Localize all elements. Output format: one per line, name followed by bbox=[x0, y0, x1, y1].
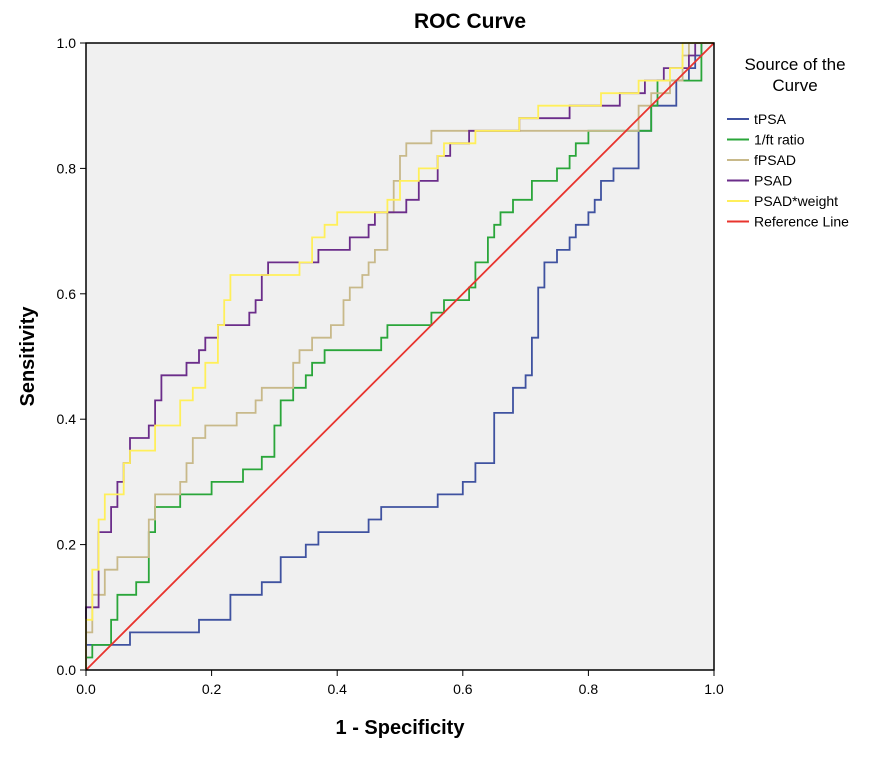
legend-label-psad-weight: PSAD*weight bbox=[754, 193, 838, 209]
plot-frame bbox=[85, 42, 715, 671]
x-axis-ticks: 0.0 0.2 0.4 0.6 0.8 1.0 bbox=[76, 670, 724, 697]
y-tick-label: 0.4 bbox=[57, 411, 77, 427]
y-axis-label: Sensitivity bbox=[17, 306, 39, 407]
y-tick-label: 0.6 bbox=[57, 286, 77, 302]
series-layer bbox=[85, 42, 715, 671]
legend-label-1-ft-ratio: 1/ft ratio bbox=[754, 132, 805, 148]
series-line-psad-weight bbox=[85, 42, 714, 670]
x-tick-label: 0.0 bbox=[76, 681, 96, 697]
y-tick-label: 0.8 bbox=[57, 160, 77, 176]
x-tick-label: 1.0 bbox=[704, 681, 724, 697]
chart-title: ROC Curve bbox=[414, 10, 526, 33]
legend-label-reference-line: Reference Line bbox=[754, 214, 849, 230]
x-tick-label: 0.8 bbox=[579, 681, 599, 697]
y-tick-label: 0.2 bbox=[57, 537, 77, 553]
x-tick-label: 0.6 bbox=[453, 681, 473, 697]
legend-title-line-1: Source of the bbox=[744, 55, 845, 74]
legend-label-tpsa: tPSA bbox=[754, 111, 787, 127]
legend-label-fpsad: fPSAD bbox=[754, 152, 796, 168]
y-axis-ticks: 0.0 0.2 0.4 0.6 0.8 1.0 bbox=[57, 35, 86, 678]
y-tick-label: 1.0 bbox=[57, 35, 77, 51]
x-tick-label: 0.4 bbox=[327, 681, 347, 697]
y-tick-label: 0.0 bbox=[57, 662, 77, 678]
legend: Source of the Curve tPSA 1/ft ratio fPSAD P… bbox=[727, 55, 849, 230]
series-line-reference-line bbox=[85, 42, 715, 671]
legend-title-line-2: Curve bbox=[772, 76, 817, 95]
legend-label-psad: PSAD bbox=[754, 173, 792, 189]
x-tick-label: 0.2 bbox=[202, 681, 222, 697]
x-axis-label: 1 - Specificity bbox=[336, 717, 466, 739]
series-line-1-ft-ratio bbox=[85, 42, 714, 670]
